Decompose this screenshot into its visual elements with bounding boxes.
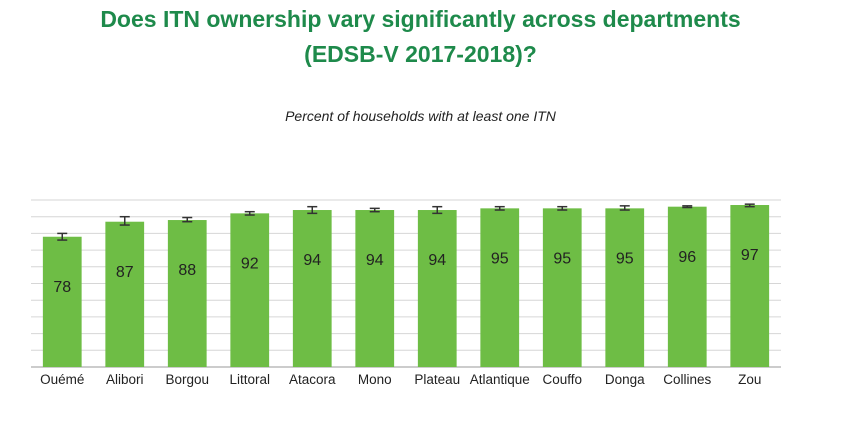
error-bar bbox=[619, 205, 630, 211]
value-label: 94 bbox=[428, 252, 446, 269]
error-bar bbox=[57, 232, 68, 241]
bar bbox=[667, 206, 707, 367]
value-label: 88 bbox=[178, 262, 196, 279]
bar bbox=[730, 205, 770, 367]
value-label: 95 bbox=[491, 250, 509, 267]
category-label: Couffo bbox=[542, 372, 582, 387]
value-label: 95 bbox=[553, 250, 571, 267]
value-label: 94 bbox=[366, 252, 384, 269]
bar bbox=[605, 208, 645, 367]
value-label: 94 bbox=[303, 252, 321, 269]
bar bbox=[42, 236, 82, 367]
bar bbox=[542, 208, 582, 367]
error-bar bbox=[182, 216, 193, 223]
chart-title-line-1: Does ITN ownership vary significantly ac… bbox=[100, 6, 741, 32]
category-label: Borgou bbox=[165, 372, 209, 387]
error-bar bbox=[307, 205, 318, 215]
value-label: 96 bbox=[678, 249, 696, 266]
category-label: Plateau bbox=[414, 372, 460, 387]
value-label: 97 bbox=[741, 247, 759, 264]
category-label: Littoral bbox=[229, 372, 270, 387]
category-label: Ouémé bbox=[40, 372, 84, 387]
value-label: 95 bbox=[616, 250, 634, 267]
category-label: Atacora bbox=[289, 372, 336, 387]
value-labels: 78 87 88 92 94 94 94 95 95 95 96 97 bbox=[53, 247, 758, 296]
value-label: 92 bbox=[241, 255, 259, 272]
error-bars bbox=[57, 203, 755, 241]
bars bbox=[42, 205, 770, 367]
bar bbox=[417, 210, 457, 367]
error-bar bbox=[119, 215, 130, 226]
error-bar bbox=[557, 205, 568, 211]
category-label: Zou bbox=[738, 372, 761, 387]
bar bbox=[355, 210, 395, 367]
bar bbox=[480, 208, 520, 367]
category-labels: Ouémé Alibori Borgou Littoral Atacora Mono Pla… bbox=[40, 372, 761, 387]
bar bbox=[167, 220, 207, 367]
category-label: Alibori bbox=[106, 372, 144, 387]
error-bar bbox=[244, 210, 255, 216]
chart-title: Does ITN ownership vary significantly ac… bbox=[0, 2, 841, 72]
category-label: Collines bbox=[663, 372, 711, 387]
value-label: 87 bbox=[116, 264, 134, 281]
error-bar bbox=[369, 207, 380, 213]
category-label: Atlantique bbox=[470, 372, 530, 387]
bar bbox=[105, 221, 145, 367]
chart-title-line-2: (EDSB-V 2017-2018)? bbox=[304, 41, 537, 67]
bar bbox=[292, 210, 332, 367]
category-label: Donga bbox=[605, 372, 645, 387]
error-bar bbox=[432, 205, 443, 215]
error-bar bbox=[494, 205, 505, 211]
chart-subtitle: Percent of households with at least one … bbox=[285, 108, 556, 124]
error-bar bbox=[744, 203, 755, 208]
category-label: Mono bbox=[358, 372, 392, 387]
error-bar bbox=[682, 205, 693, 209]
bar bbox=[230, 213, 270, 367]
gridlines bbox=[31, 199, 781, 368]
value-label: 78 bbox=[53, 279, 71, 296]
